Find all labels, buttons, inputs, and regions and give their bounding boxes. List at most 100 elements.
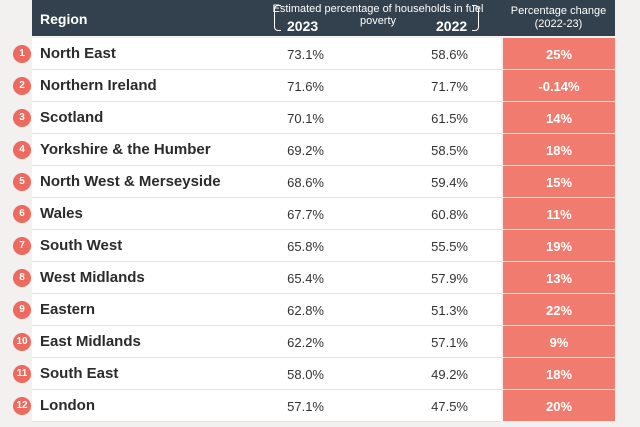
row-background — [32, 198, 501, 230]
region-name: South West — [40, 237, 123, 254]
bracket-right-icon — [472, 5, 479, 31]
value-2022: 58.6% — [431, 47, 468, 62]
value-2022: 59.4% — [431, 175, 468, 190]
change-value: 13% — [545, 271, 573, 286]
value-2023: 65.8% — [287, 239, 324, 254]
row-background — [32, 38, 501, 70]
table-row: 10 East Midlands 62.2% 57.1% 9% — [0, 326, 640, 358]
change-cell: 18% — [503, 134, 615, 166]
table-row: 2 Northern Ireland 71.6% 71.7% -0.14% — [0, 70, 640, 102]
value-2022: 57.1% — [431, 335, 468, 350]
table-row: 12 London 57.1% 47.5% 20% — [0, 390, 640, 422]
region-name: North West & Merseyside — [40, 173, 221, 190]
value-2022: 55.5% — [431, 239, 468, 254]
table-row: 8 West Midlands 65.4% 57.9% 13% — [0, 262, 640, 294]
change-cell: 25% — [503, 38, 615, 70]
rank-badge: 7 — [13, 237, 31, 255]
table-row: 11 South East 58.0% 49.2% 18% — [0, 358, 640, 390]
region-name: Wales — [40, 205, 83, 222]
rank-badge: 2 — [13, 77, 31, 95]
value-2022: 47.5% — [431, 399, 468, 414]
table-row: 9 Eastern 62.8% 51.3% 22% — [0, 294, 640, 326]
change-value: 18% — [545, 367, 573, 382]
value-2022: 49.2% — [431, 367, 468, 382]
value-2023: 58.0% — [287, 367, 324, 382]
change-cell: 9% — [503, 326, 615, 358]
table-header: Region Estimated percentage of household… — [32, 0, 615, 36]
value-2023: 62.2% — [287, 335, 324, 350]
value-2023: 73.1% — [287, 47, 324, 62]
header-change: Percentage change (2022-23) — [510, 5, 607, 30]
change-cell: 14% — [503, 102, 615, 134]
row-background — [32, 390, 501, 422]
header-year-2022: 2022 — [436, 18, 468, 34]
change-value: 22% — [545, 303, 573, 318]
change-value: 14% — [545, 111, 573, 126]
change-cell: 20% — [503, 390, 615, 422]
table-row: 6 Wales 67.7% 60.8% 11% — [0, 198, 640, 230]
rank-badge: 4 — [13, 141, 31, 159]
region-name: North East — [40, 45, 116, 62]
rank-badge: 12 — [13, 397, 31, 415]
value-2022: 58.5% — [431, 143, 468, 158]
region-name: Scotland — [40, 109, 104, 126]
value-2023: 70.1% — [287, 111, 324, 126]
row-background — [32, 102, 501, 134]
rank-badge: 11 — [13, 365, 31, 383]
change-value: 19% — [545, 239, 573, 254]
value-2022: 61.5% — [431, 111, 468, 126]
bracket-left-icon — [274, 5, 281, 31]
row-background — [32, 262, 501, 294]
rank-badge: 6 — [13, 205, 31, 223]
change-value: 15% — [545, 175, 573, 190]
table-row: 1 North East 73.1% 58.6% 25% — [0, 38, 640, 70]
table-row: 5 North West & Merseyside 68.6% 59.4% 15… — [0, 166, 640, 198]
region-name: West Midlands — [40, 269, 145, 286]
rank-badge: 10 — [13, 333, 31, 351]
value-2023: 69.2% — [287, 143, 324, 158]
change-cell: 13% — [503, 262, 615, 294]
region-name: South East — [40, 365, 119, 382]
change-value: 20% — [545, 399, 573, 414]
row-background — [32, 326, 501, 358]
change-cell: 11% — [503, 198, 615, 230]
value-2023: 71.6% — [287, 79, 324, 94]
change-cell: 19% — [503, 230, 615, 262]
change-value: 18% — [545, 143, 573, 158]
region-name: Yorkshire & the Humber — [40, 141, 211, 158]
change-cell: 18% — [503, 358, 615, 390]
rank-badge: 1 — [13, 45, 31, 63]
rank-badge: 5 — [13, 173, 31, 191]
change-value: 9% — [549, 335, 569, 350]
value-2022: 60.8% — [431, 207, 468, 222]
change-cell: 22% — [503, 294, 615, 326]
header-region: Region — [40, 11, 88, 27]
table-row: 3 Scotland 70.1% 61.5% 14% — [0, 102, 640, 134]
rank-badge: 9 — [13, 301, 31, 319]
table-row: 4 Yorkshire & the Humber 69.2% 58.5% 18% — [0, 134, 640, 166]
row-background — [32, 134, 501, 166]
region-name: Eastern — [40, 301, 96, 318]
header-estimate: Estimated percentage of households in fu… — [272, 3, 484, 27]
rank-badge: 3 — [13, 109, 31, 127]
row-background — [32, 358, 501, 390]
value-2023: 62.8% — [287, 303, 324, 318]
row-background — [32, 70, 501, 102]
region-name: London — [40, 397, 95, 414]
table-row: 7 South West 65.8% 55.5% 19% — [0, 230, 640, 262]
region-name: Northern Ireland — [40, 77, 157, 94]
region-name: East Midlands — [40, 333, 141, 350]
header-year-2023: 2023 — [287, 18, 319, 34]
value-2023: 67.7% — [287, 207, 324, 222]
value-2023: 65.4% — [287, 271, 324, 286]
change-value: 11% — [546, 207, 572, 222]
row-background — [32, 230, 501, 262]
value-2023: 57.1% — [287, 399, 324, 414]
row-background — [32, 166, 501, 198]
row-background — [32, 294, 501, 326]
value-2023: 68.6% — [287, 175, 324, 190]
change-value: -0.14% — [538, 79, 580, 94]
value-2022: 71.7% — [431, 79, 468, 94]
change-cell: -0.14% — [503, 70, 615, 102]
